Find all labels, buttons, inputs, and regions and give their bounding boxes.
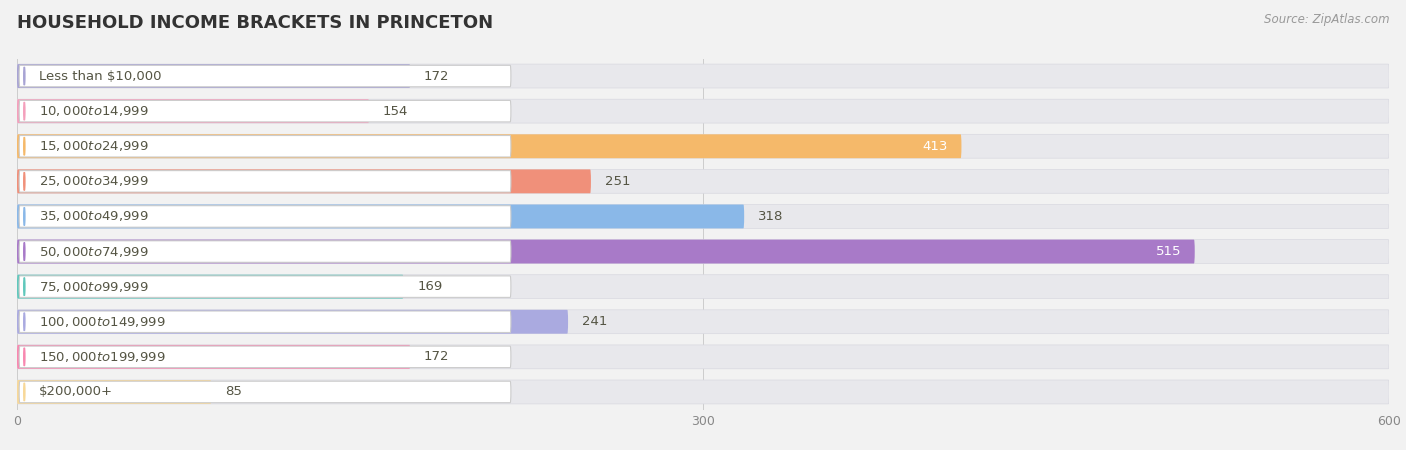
Text: 172: 172 (425, 70, 450, 82)
Text: $150,000 to $199,999: $150,000 to $199,999 (38, 350, 165, 364)
FancyBboxPatch shape (20, 135, 510, 157)
FancyBboxPatch shape (20, 241, 510, 262)
FancyBboxPatch shape (20, 100, 510, 122)
FancyBboxPatch shape (20, 65, 510, 87)
Text: 241: 241 (582, 315, 607, 328)
Text: HOUSEHOLD INCOME BRACKETS IN PRINCETON: HOUSEHOLD INCOME BRACKETS IN PRINCETON (17, 14, 494, 32)
FancyBboxPatch shape (17, 134, 962, 158)
FancyBboxPatch shape (17, 274, 1389, 299)
Text: $50,000 to $74,999: $50,000 to $74,999 (38, 244, 148, 259)
Text: 172: 172 (425, 351, 450, 363)
FancyBboxPatch shape (17, 310, 1389, 334)
FancyBboxPatch shape (17, 99, 1389, 123)
FancyBboxPatch shape (17, 134, 1389, 158)
FancyBboxPatch shape (17, 99, 370, 123)
FancyBboxPatch shape (17, 345, 411, 369)
FancyBboxPatch shape (17, 169, 591, 194)
FancyBboxPatch shape (20, 206, 510, 227)
FancyBboxPatch shape (17, 345, 1389, 369)
Text: $35,000 to $49,999: $35,000 to $49,999 (38, 209, 148, 224)
Text: Source: ZipAtlas.com: Source: ZipAtlas.com (1264, 14, 1389, 27)
Text: 318: 318 (758, 210, 783, 223)
FancyBboxPatch shape (17, 169, 1389, 194)
FancyBboxPatch shape (17, 239, 1195, 264)
Text: 85: 85 (225, 386, 242, 398)
Text: 515: 515 (1156, 245, 1181, 258)
FancyBboxPatch shape (20, 276, 510, 297)
FancyBboxPatch shape (17, 274, 404, 299)
FancyBboxPatch shape (17, 380, 1389, 404)
Text: 251: 251 (605, 175, 630, 188)
FancyBboxPatch shape (20, 346, 510, 368)
Text: Less than $10,000: Less than $10,000 (38, 70, 162, 82)
FancyBboxPatch shape (20, 171, 510, 192)
Text: $200,000+: $200,000+ (38, 386, 112, 398)
Text: $10,000 to $14,999: $10,000 to $14,999 (38, 104, 148, 118)
FancyBboxPatch shape (17, 239, 1389, 264)
FancyBboxPatch shape (17, 204, 744, 229)
Text: $75,000 to $99,999: $75,000 to $99,999 (38, 279, 148, 294)
FancyBboxPatch shape (17, 64, 1389, 88)
Text: 413: 413 (922, 140, 948, 153)
Text: $100,000 to $149,999: $100,000 to $149,999 (38, 315, 165, 329)
Text: $15,000 to $24,999: $15,000 to $24,999 (38, 139, 148, 153)
Text: $25,000 to $34,999: $25,000 to $34,999 (38, 174, 148, 189)
Text: 169: 169 (418, 280, 443, 293)
Text: 154: 154 (382, 105, 408, 117)
FancyBboxPatch shape (17, 204, 1389, 229)
FancyBboxPatch shape (17, 380, 211, 404)
FancyBboxPatch shape (17, 64, 411, 88)
FancyBboxPatch shape (17, 310, 568, 334)
FancyBboxPatch shape (20, 311, 510, 333)
FancyBboxPatch shape (20, 381, 510, 403)
